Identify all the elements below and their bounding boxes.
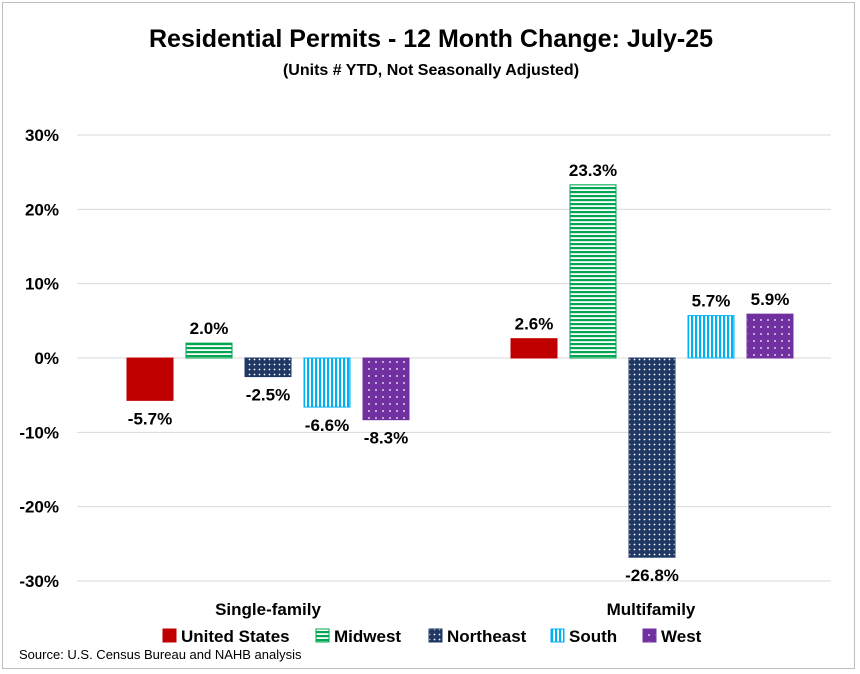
bar-south-multifamily xyxy=(687,315,735,359)
data-label: 2.6% xyxy=(515,315,554,334)
y-axis: 30% 20% 10% 0% -10% -20% -30% xyxy=(19,126,59,591)
y-tick-label: 0% xyxy=(34,349,59,368)
y-tick-label: 10% xyxy=(25,275,59,294)
y-tick-label: -30% xyxy=(19,572,59,591)
bar-northeast-single-family xyxy=(244,357,292,378)
bar-west-single-family xyxy=(362,357,410,421)
legend-label: South xyxy=(569,627,617,646)
data-labels: -5.7% 2.0% -2.5% -6.6% -8.3% 2.6% 23.3% -26.8% 5… xyxy=(128,161,790,585)
data-label: 2.0% xyxy=(190,319,229,338)
data-label: -8.3% xyxy=(364,429,408,448)
x-category-label: Multifamily xyxy=(607,600,696,619)
chart-svg: Residential Permits - 12 Month Change: J… xyxy=(19,25,831,662)
y-tick-label: -20% xyxy=(19,498,59,517)
data-label: -5.7% xyxy=(128,409,172,428)
chart-title: Residential Permits - 12 Month Change: J… xyxy=(149,25,713,53)
legend-label: United States xyxy=(181,627,290,646)
data-label: -26.8% xyxy=(625,566,679,585)
bar-united-states-multifamily xyxy=(510,338,558,359)
data-label: 5.9% xyxy=(751,290,790,309)
legend-swatch xyxy=(642,628,657,643)
data-label: -2.5% xyxy=(246,386,290,405)
legend-swatch xyxy=(315,628,330,643)
x-category-label: Single-family xyxy=(215,600,321,619)
bar-midwest-single-family xyxy=(185,342,233,359)
y-tick-label: 30% xyxy=(25,126,59,145)
data-label: -6.6% xyxy=(305,416,349,435)
legend: United States Midwest Northeast South West xyxy=(162,627,702,646)
y-tick-label: -10% xyxy=(19,423,59,442)
data-label: 5.7% xyxy=(692,292,731,311)
bar-south-single-family xyxy=(303,357,351,408)
bars xyxy=(126,184,794,558)
bar-midwest-multifamily xyxy=(569,184,617,359)
legend-swatch xyxy=(550,628,565,643)
data-label: 23.3% xyxy=(569,161,617,180)
chart-subtitle: (Units # YTD, Not Seasonally Adjusted) xyxy=(283,62,579,79)
source-note: Source: U.S. Census Bureau and NAHB anal… xyxy=(19,647,302,662)
bar-northeast-multifamily xyxy=(628,357,676,558)
legend-swatch xyxy=(162,628,177,643)
y-tick-label: 20% xyxy=(25,200,59,219)
x-axis: Single-family Multifamily xyxy=(215,600,696,619)
legend-swatch xyxy=(428,628,443,643)
legend-label: Midwest xyxy=(334,627,401,646)
bar-united-states-single-family xyxy=(126,357,174,401)
bar-west-multifamily xyxy=(746,313,794,359)
legend-label: West xyxy=(661,627,702,646)
legend-label: Northeast xyxy=(447,627,527,646)
